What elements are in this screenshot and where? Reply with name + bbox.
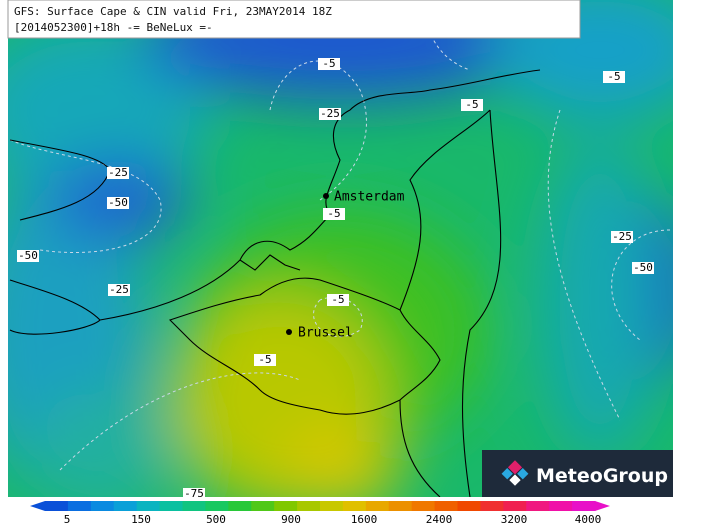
- contour-label: -50: [632, 261, 654, 274]
- colorbar-segment: [67, 501, 92, 511]
- contour-label-text: -5: [607, 70, 620, 83]
- colorbar-segment: [503, 501, 527, 511]
- colorbar-segment: [182, 501, 206, 511]
- colorbar-tick-label: 500: [206, 513, 226, 526]
- border: [168, 109, 502, 497]
- colorbar-segment: [342, 501, 367, 511]
- contour-label-text: -25: [108, 166, 128, 179]
- colorbar-segment: [90, 501, 115, 511]
- contour-label-box: [254, 354, 276, 366]
- colorbar-arrow: [30, 501, 45, 511]
- contour-label-text: -25: [612, 230, 632, 243]
- contour-label: -25: [611, 230, 633, 243]
- colorbar-tick-label: 5: [64, 513, 71, 526]
- colorbar-segment: [45, 501, 69, 511]
- contour-line: [9, 139, 162, 253]
- contour-label-text: -5: [465, 98, 478, 111]
- colorbar-segment: [549, 501, 573, 511]
- city-dot: [323, 193, 329, 199]
- contour-label-box: [107, 197, 129, 209]
- contour-label: -25: [108, 283, 130, 296]
- contour-label-box: [108, 284, 130, 296]
- header-line: GFS: Surface Cape & CIN valid Fri, 23MAY…: [14, 5, 332, 18]
- city-label: Amsterdam: [334, 190, 405, 205]
- contour-label-text: -5: [258, 353, 271, 366]
- contour-label: -5: [323, 207, 345, 220]
- colorbar-tick-label: 2400: [426, 513, 453, 526]
- colorbar-segment: [205, 501, 229, 511]
- contour-label-text: -25: [109, 283, 129, 296]
- contour-label-text: -5: [327, 207, 340, 220]
- colorbar-tick-label: 900: [281, 513, 301, 526]
- cape-field: [8, 0, 673, 497]
- colorbar-arrow: [595, 501, 610, 511]
- colorbar-tick-label: 1600: [351, 513, 378, 526]
- contour-line: [426, 0, 471, 71]
- contour-label-box: [603, 71, 625, 83]
- contour-label-box: [17, 250, 39, 262]
- contour-label-box: [611, 231, 633, 243]
- colorbar-segment: [365, 501, 390, 511]
- colorbar-segment: [159, 501, 183, 511]
- contour-label-text: -50: [18, 249, 38, 262]
- colorbar-segment: [320, 501, 344, 511]
- contour-label-text: -50: [108, 196, 128, 209]
- colorbar-segment: [526, 501, 550, 511]
- colorbar-segment: [136, 501, 161, 511]
- colorbar-tick-label: 150: [131, 513, 151, 526]
- colorbar-segment: [251, 501, 275, 511]
- colorbar-tick-label: 4000: [575, 513, 602, 526]
- contour-label: -5: [254, 353, 276, 366]
- colorbar-segment: [457, 501, 481, 511]
- contour-label: -50: [17, 249, 39, 262]
- colorbar-segment: [388, 501, 413, 511]
- contour-line: [611, 229, 671, 341]
- contour-label: -5: [318, 57, 340, 70]
- colorbar-segment: [411, 501, 436, 511]
- contour-label-box: [319, 108, 341, 120]
- contour-label-box: [318, 58, 340, 70]
- colorbar-segment: [113, 501, 138, 511]
- contour-label: -5: [603, 70, 625, 83]
- contour-label-box: [327, 294, 349, 306]
- contour-labels: -5 -25 -5 -5 -25 -50 -5 -50 -25 -5 -5 -25 -50 -75: [17, 57, 654, 500]
- colorbar-segment: [228, 501, 252, 511]
- logo-text: MeteoGroup: [536, 465, 668, 487]
- colorbar-segment: [434, 501, 458, 511]
- contour-label-text: -75: [184, 487, 204, 500]
- header-line: [2014052300]+18h -= BeNeLux =-: [14, 21, 213, 34]
- contour-label-box: [107, 167, 129, 179]
- contour-line: [269, 60, 367, 201]
- contour-label: -75: [183, 487, 205, 500]
- contour-label-text: -5: [322, 57, 335, 70]
- contour-line: [547, 109, 621, 421]
- contour-line: [59, 372, 301, 471]
- colorbar: 5 150 500 900 1600 2400 3200 4000: [30, 501, 610, 526]
- contour-label-box: [632, 262, 654, 274]
- colorbar-segment: [572, 501, 596, 511]
- contour-label-box: [461, 99, 483, 111]
- contour-label-text: -5: [331, 293, 344, 306]
- logo-box: [482, 450, 673, 497]
- city-label: Brussel: [298, 326, 353, 341]
- contour-label: -5: [327, 293, 349, 306]
- city-dot: [286, 329, 292, 335]
- contour-label-text: -50: [633, 261, 653, 274]
- header-box: [7, 0, 581, 39]
- colorbar-segment: [274, 501, 298, 511]
- colorbar-segment: [480, 501, 504, 511]
- contour-label-box: [323, 208, 345, 220]
- colorbar-segment: [297, 501, 321, 511]
- contour-label-box: [183, 488, 205, 500]
- contour-label: -25: [319, 107, 341, 120]
- contour-label: -50: [107, 196, 129, 209]
- colorbar-tick-label: 3200: [501, 513, 528, 526]
- contour-label: -25: [107, 166, 129, 179]
- map: [8, 0, 673, 497]
- contour-label: -5: [461, 98, 483, 111]
- contour-label-text: -25: [320, 107, 340, 120]
